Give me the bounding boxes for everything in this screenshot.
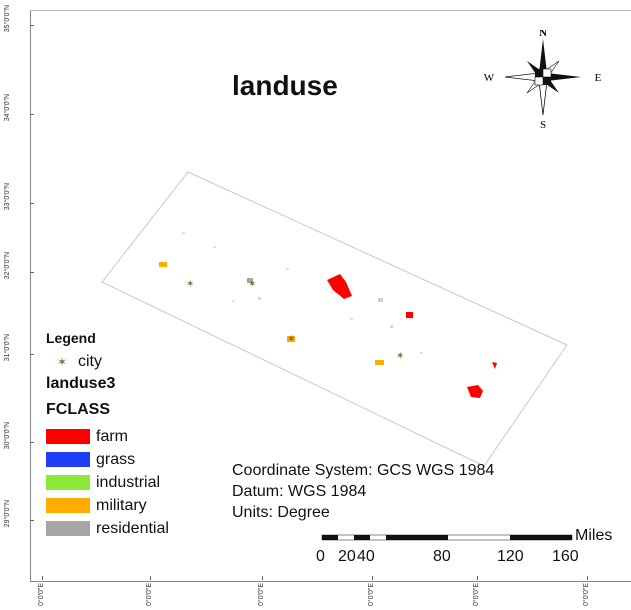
city-star-icon: ✶	[52, 355, 72, 369]
scale-label: 160	[552, 548, 579, 566]
legend-label: grass	[96, 451, 135, 469]
legend-swatch	[46, 429, 90, 444]
residential-patch	[286, 268, 289, 270]
legend-row-industrial: industrial	[46, 471, 246, 494]
scale-label: 20	[338, 548, 356, 566]
residential-patch	[232, 300, 235, 302]
legend-row-grass: grass	[46, 448, 246, 471]
legend-swatch	[46, 452, 90, 467]
city-point: ✶	[248, 279, 256, 290]
legend-swatch	[46, 475, 90, 490]
units: Units: Degree	[232, 502, 494, 523]
legend-swatch	[46, 498, 90, 513]
legend-swatch	[46, 521, 90, 536]
datum: Datum: WGS 1984	[232, 481, 494, 502]
legend-label: residential	[96, 520, 169, 538]
legend-label: farm	[96, 428, 128, 446]
scale-label: 0	[316, 548, 325, 566]
legend-heading: Legend	[46, 330, 246, 346]
farm-patch	[327, 274, 352, 299]
residential-patch	[182, 232, 185, 234]
legend-row-farm: farm	[46, 425, 246, 448]
legend-row-residential: residential	[46, 517, 246, 540]
farm-patch	[492, 362, 497, 369]
city-point: ✶	[287, 334, 295, 345]
military-patch	[159, 262, 167, 267]
legend-label: industrial	[96, 474, 160, 492]
legend: Legend ✶ city landuse3 FCLASS farm grass i…	[46, 330, 246, 540]
city-point: ✶	[186, 279, 194, 290]
residential-patch	[378, 298, 383, 302]
city-point: ✶	[396, 351, 404, 362]
legend-classes: farm grass industrial military residential	[46, 425, 246, 540]
farm-patch	[467, 385, 483, 398]
legend-label: city	[78, 353, 102, 371]
scale-label: 80	[433, 548, 451, 566]
scale-label: 40	[357, 548, 375, 566]
scale-label: 120	[497, 548, 524, 566]
residential-patch	[350, 318, 353, 320]
coordinate-info: Coordinate System: GCS WGS 1984 Datum: W…	[232, 460, 494, 523]
farm-patch	[406, 312, 413, 318]
residential-patch	[420, 352, 423, 354]
legend-layer-name: landuse3	[46, 375, 246, 399]
legend-row-military: military	[46, 494, 246, 517]
residential-patch	[213, 246, 216, 248]
residential-patch	[258, 297, 261, 300]
coordinate-system: Coordinate System: GCS WGS 1984	[232, 460, 494, 481]
military-patch	[375, 360, 384, 365]
residential-patch	[390, 325, 393, 328]
legend-label: military	[96, 497, 147, 515]
legend-field-name: FCLASS	[46, 401, 246, 425]
legend-row-city: ✶ city	[46, 350, 246, 373]
scale-units: Miles	[575, 527, 612, 545]
